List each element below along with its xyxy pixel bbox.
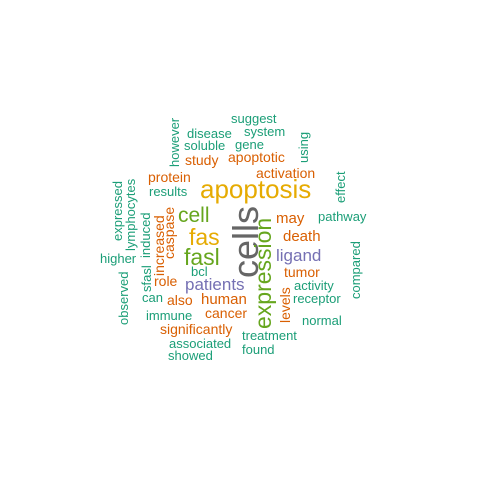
word-activation: activation	[256, 165, 316, 181]
word-suggest: suggest	[231, 111, 277, 126]
word-fas: fas	[189, 224, 220, 250]
word-levels: levels	[277, 287, 293, 323]
word-using: using	[296, 131, 311, 163]
word-immune: immune	[146, 308, 193, 323]
word-protein: protein	[148, 169, 191, 185]
word-system: system	[244, 124, 286, 139]
word-higher: higher	[100, 251, 137, 266]
word-significantly: significantly	[160, 321, 233, 337]
word-soluble: soluble	[184, 138, 226, 153]
word-expression: expression	[250, 217, 276, 329]
word-caspase: caspase	[161, 206, 177, 259]
word-gene: gene	[235, 137, 264, 152]
word-human: human	[201, 291, 247, 308]
word-death: death	[283, 228, 321, 245]
word-lymphocytes: lymphocytes	[123, 178, 138, 251]
word-cell: cell	[178, 204, 210, 227]
word-showed: showed	[168, 348, 213, 363]
word-can: can	[142, 290, 163, 305]
word-cancer: cancer	[205, 305, 248, 321]
word-compared: compared	[348, 241, 363, 299]
word-also: also	[167, 292, 193, 308]
word-sfasl: sfasl	[139, 265, 154, 292]
word-results: results	[149, 184, 188, 199]
word-bcl: bcl	[191, 264, 208, 279]
word-disease: disease	[187, 126, 232, 141]
word-tumor: tumor	[284, 264, 320, 280]
word-ligand: ligand	[276, 246, 322, 265]
word-receptor: receptor	[293, 291, 341, 306]
word-apoptotic: apoptotic	[228, 149, 285, 165]
word-associated: associated	[169, 336, 232, 351]
word-treatment: treatment	[242, 328, 297, 343]
word-effect: effect	[333, 171, 348, 203]
word-observed: observed	[116, 271, 131, 325]
word-fasl: fasl	[184, 244, 220, 270]
word-induced: induced	[138, 212, 153, 258]
word-however: however	[167, 117, 182, 167]
word-may: may	[276, 210, 305, 227]
word-found: found	[242, 342, 275, 357]
word-normal: normal	[302, 313, 342, 328]
word-study: study	[185, 152, 219, 168]
word-apoptosis: apoptosis	[200, 174, 312, 204]
word-activity: activity	[294, 278, 334, 293]
word-pathway: pathway	[318, 209, 367, 224]
word-role: role	[154, 273, 178, 289]
word-patients: patients	[185, 275, 245, 294]
